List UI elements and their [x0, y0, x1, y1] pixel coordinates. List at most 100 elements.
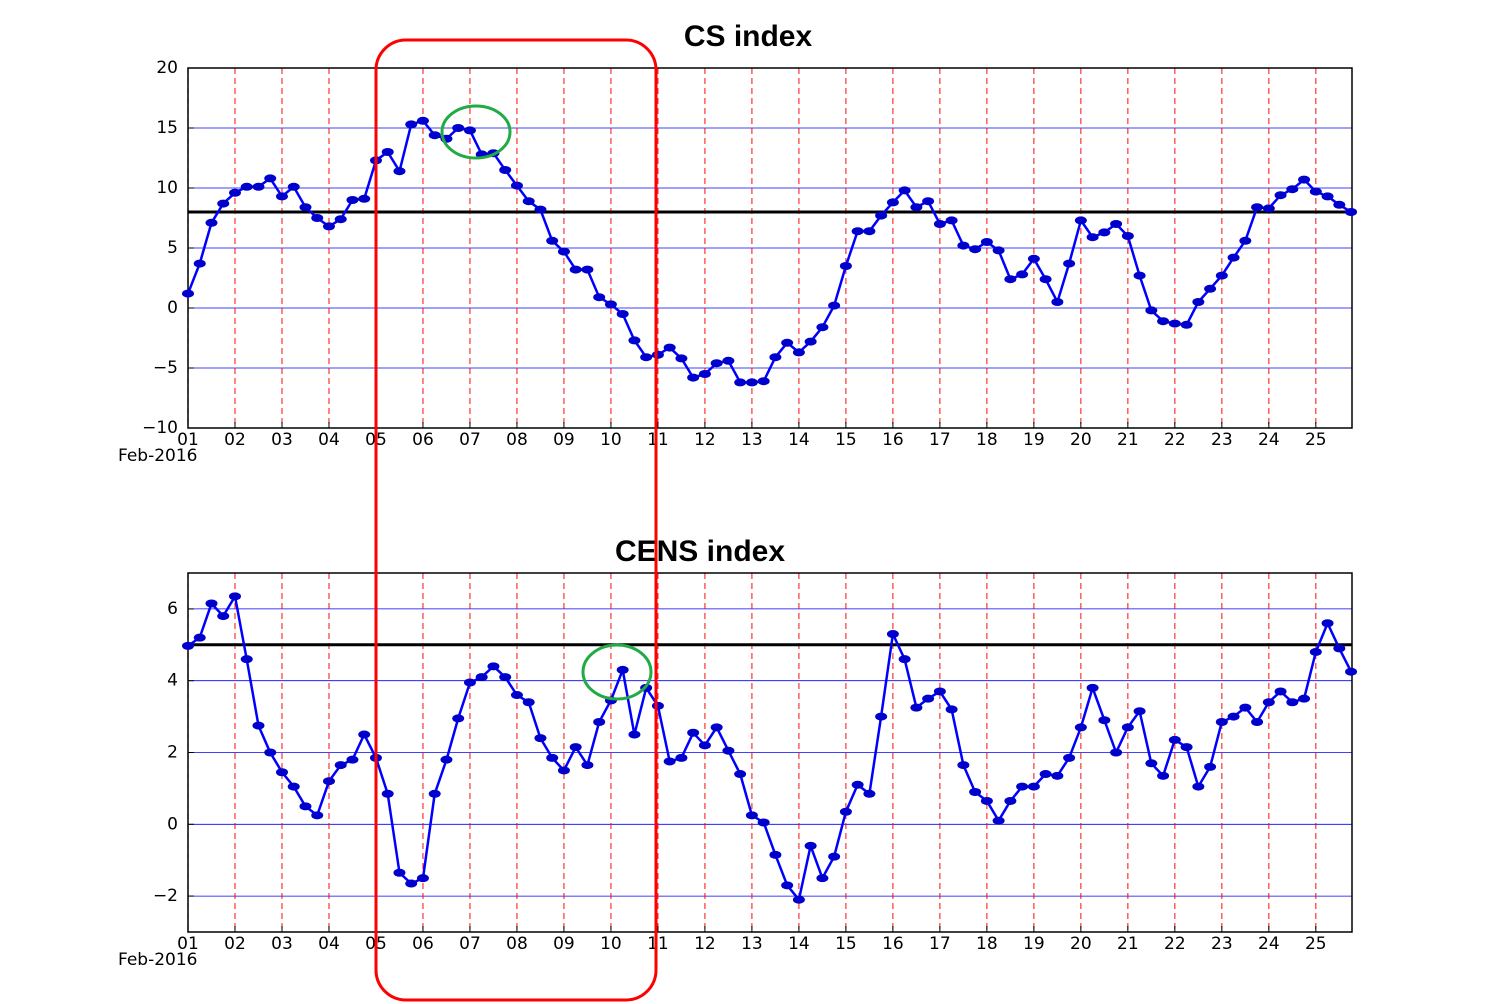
- data-point: [851, 780, 864, 789]
- data-point: [663, 757, 676, 766]
- x-tick-label: 04: [318, 430, 340, 450]
- data-point: [745, 378, 758, 387]
- data-point: [687, 373, 700, 382]
- data-point: [428, 789, 441, 798]
- data-point: [1016, 782, 1029, 791]
- data-point: [980, 796, 993, 805]
- plot-frame: [187, 67, 1353, 429]
- y-tick-label: 0: [167, 298, 178, 318]
- data-point: [1180, 320, 1193, 329]
- data-point: [1168, 735, 1181, 744]
- x-tick-label: 17: [929, 934, 951, 954]
- data-point: [499, 166, 512, 174]
- data-point: [640, 353, 653, 362]
- data-point: [1098, 716, 1111, 725]
- x-tick-label: 12: [694, 934, 716, 954]
- y-tick-label: 10: [156, 178, 178, 198]
- data-point: [1004, 275, 1017, 284]
- data-point: [1110, 220, 1123, 228]
- x-tick-label: 18: [976, 430, 998, 450]
- x-tick-label: 02: [224, 430, 246, 450]
- data-point: [1286, 185, 1299, 194]
- x-tick-label: 19: [1023, 934, 1045, 954]
- data-point: [1298, 694, 1311, 703]
- x-tick-label: 14: [788, 934, 810, 954]
- x-tick-label: 18: [976, 934, 998, 954]
- data-point: [675, 354, 688, 363]
- x-tick-label: 21: [1117, 430, 1139, 450]
- data-point: [287, 182, 300, 191]
- x-tick-label: 08: [506, 430, 528, 450]
- data-point: [1262, 698, 1275, 707]
- data-point: [299, 203, 312, 212]
- data-point: [757, 377, 770, 386]
- x-tick-label: 16: [882, 430, 904, 450]
- data-point: [828, 852, 841, 861]
- data-point: [381, 789, 394, 798]
- data-point: [1063, 259, 1076, 268]
- data-point: [933, 220, 946, 228]
- data-point: [311, 214, 324, 222]
- data-point: [957, 241, 970, 250]
- highlight-ellipse: [440, 104, 512, 160]
- data-point: [816, 323, 829, 332]
- data-point: [1063, 753, 1076, 762]
- data-point: [980, 238, 993, 246]
- data-point: [569, 265, 582, 274]
- data-point: [1121, 723, 1134, 732]
- data-line: [187, 592, 1353, 903]
- data-point: [675, 753, 688, 762]
- data-point: [839, 807, 852, 816]
- data-point: [616, 665, 629, 674]
- data-point: [698, 741, 711, 750]
- data-point: [240, 655, 253, 664]
- data-point: [334, 215, 347, 224]
- data-point: [557, 247, 570, 256]
- data-point: [710, 359, 723, 368]
- data-point: [1333, 200, 1346, 209]
- data-point: [1251, 717, 1264, 726]
- data-point: [945, 216, 958, 225]
- data-point: [1086, 683, 1099, 692]
- data-point: [1145, 759, 1158, 768]
- data-point: [957, 761, 970, 770]
- y-tick-label: 6: [167, 599, 178, 619]
- data-point: [1321, 192, 1334, 201]
- data-point: [1239, 236, 1252, 245]
- data-point: [1298, 175, 1311, 184]
- data-point: [311, 811, 324, 820]
- data-point: [275, 768, 288, 777]
- data-point: [1145, 306, 1158, 315]
- x-tick-label: 10: [600, 934, 622, 954]
- y-tick-label: 4: [167, 671, 178, 691]
- x-tick-label: 09: [553, 430, 575, 450]
- data-point: [1157, 771, 1170, 780]
- data-point: [886, 630, 899, 639]
- data-point: [1168, 319, 1181, 328]
- data-point: [1051, 771, 1064, 780]
- data-point: [1016, 270, 1029, 279]
- data-point: [1204, 762, 1217, 771]
- chart-title: CS index: [684, 20, 813, 53]
- data-point: [886, 198, 899, 207]
- data-point: [1333, 644, 1346, 653]
- x-tick-label: 01: [177, 430, 199, 450]
- data-point: [405, 120, 418, 129]
- data-point: [651, 350, 664, 359]
- data-point: [1039, 770, 1052, 779]
- x-sublabel: Feb-2016: [118, 446, 198, 466]
- data-point: [487, 662, 500, 671]
- data-point: [687, 728, 700, 737]
- data-point: [1204, 284, 1217, 293]
- data-point: [264, 174, 277, 183]
- data-point: [1215, 271, 1228, 280]
- data-point: [1110, 748, 1123, 757]
- data-point: [769, 850, 782, 859]
- data-point: [804, 841, 817, 850]
- x-tick-label: 03: [271, 934, 293, 954]
- x-tick-label: 15: [835, 934, 857, 954]
- plot-frame: [187, 572, 1353, 933]
- x-tick-label: 11: [647, 430, 669, 450]
- data-point: [581, 265, 594, 274]
- data-point: [1309, 187, 1322, 196]
